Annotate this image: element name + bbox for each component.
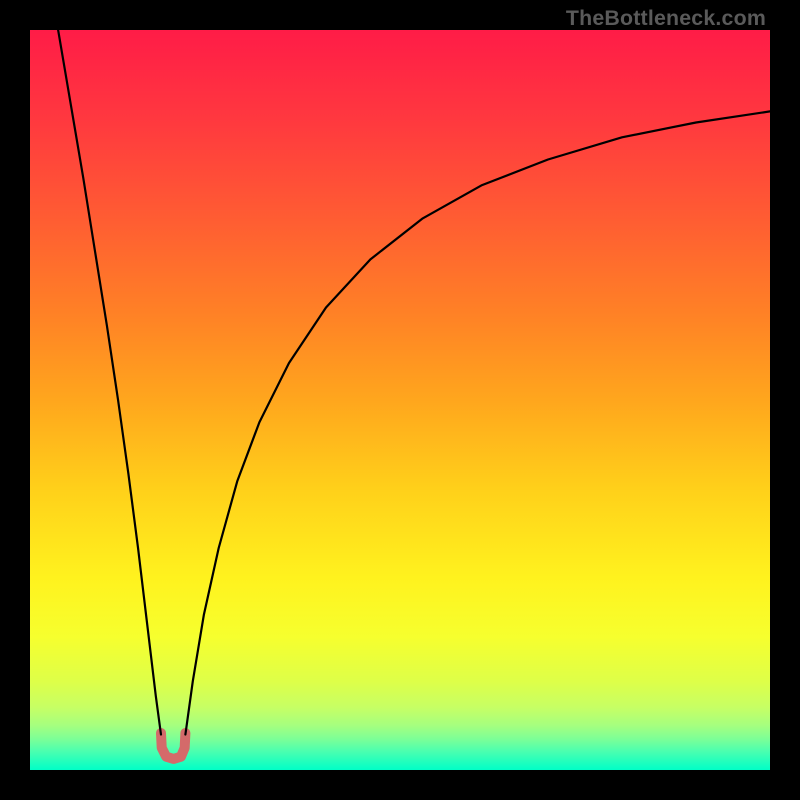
curve-right: [185, 111, 770, 734]
figure-frame: TheBottleneck.com: [0, 0, 800, 800]
watermark-text: TheBottleneck.com: [566, 6, 766, 31]
dip-marker: [161, 733, 185, 759]
plot-area: [30, 30, 770, 770]
curve-left: [58, 30, 161, 734]
curves-layer: [30, 30, 770, 770]
